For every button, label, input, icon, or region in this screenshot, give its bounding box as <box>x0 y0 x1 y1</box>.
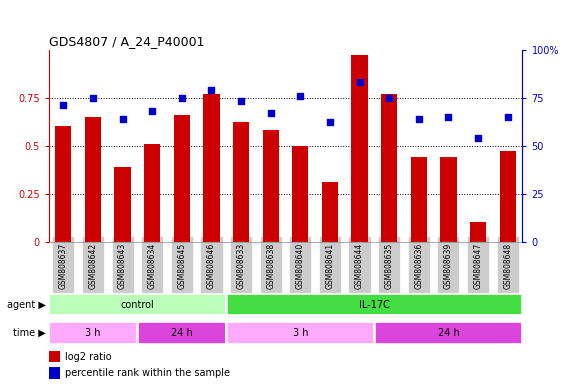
Bar <box>411 157 427 242</box>
Point <box>503 114 512 120</box>
Bar <box>470 222 486 242</box>
Bar <box>292 146 308 242</box>
Bar <box>49 293 226 316</box>
Bar <box>49 321 137 344</box>
Text: percentile rank within the sample: percentile rank within the sample <box>65 368 230 378</box>
Point <box>296 93 305 99</box>
Point <box>473 135 482 141</box>
Bar <box>381 94 397 242</box>
Point <box>355 79 364 85</box>
Bar <box>375 321 522 344</box>
Bar <box>500 151 516 242</box>
Bar <box>263 130 279 242</box>
Point <box>325 119 335 126</box>
Text: agent ▶: agent ▶ <box>7 300 46 310</box>
Point <box>444 114 453 120</box>
Bar <box>351 55 368 242</box>
Bar <box>114 167 131 242</box>
Point <box>177 94 186 101</box>
Point <box>59 102 68 108</box>
Bar <box>203 94 220 242</box>
Bar <box>55 126 71 242</box>
Bar <box>144 144 160 242</box>
Bar <box>49 351 61 362</box>
Text: 24 h: 24 h <box>171 328 192 338</box>
Point <box>148 108 157 114</box>
Point <box>236 98 246 104</box>
Point <box>207 87 216 93</box>
Bar <box>440 157 457 242</box>
Bar <box>174 115 190 242</box>
Bar <box>138 321 226 344</box>
Bar <box>85 117 101 242</box>
Point <box>118 116 127 122</box>
Text: IL-17C: IL-17C <box>359 300 390 310</box>
Bar <box>49 367 61 379</box>
Bar <box>227 321 374 344</box>
Point <box>266 110 275 116</box>
Text: GDS4807 / A_24_P40001: GDS4807 / A_24_P40001 <box>49 35 204 48</box>
Point <box>89 94 98 101</box>
Point <box>414 116 423 122</box>
Bar <box>233 122 249 242</box>
Bar <box>227 293 522 316</box>
Text: 3 h: 3 h <box>85 328 100 338</box>
Text: 24 h: 24 h <box>437 328 459 338</box>
Text: log2 ratio: log2 ratio <box>65 352 112 362</box>
Text: 3 h: 3 h <box>292 328 308 338</box>
Text: control: control <box>120 300 154 310</box>
Text: time ▶: time ▶ <box>13 328 46 338</box>
Bar <box>322 182 338 242</box>
Point <box>385 94 394 101</box>
